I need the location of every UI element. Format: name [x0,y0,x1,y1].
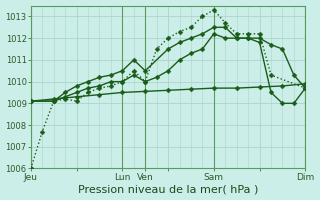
X-axis label: Pression niveau de la mer( hPa ): Pression niveau de la mer( hPa ) [78,184,258,194]
